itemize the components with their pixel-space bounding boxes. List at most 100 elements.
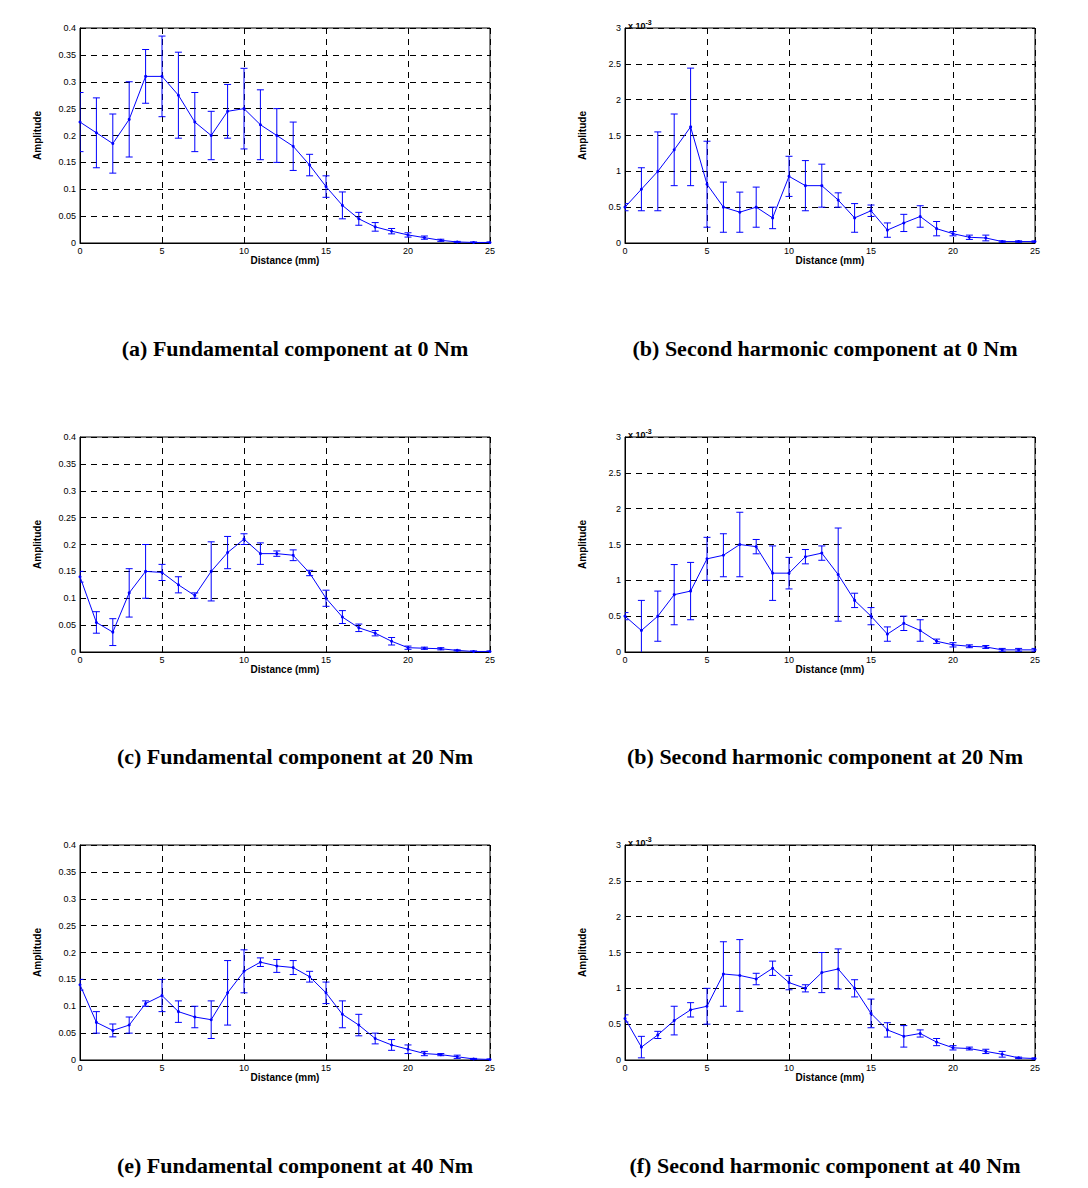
svg-text:Amplitude: Amplitude — [577, 928, 588, 977]
svg-text:1: 1 — [616, 575, 621, 585]
svg-text:10: 10 — [784, 1063, 794, 1073]
svg-text:3: 3 — [616, 432, 621, 442]
svg-text:5: 5 — [704, 655, 709, 665]
svg-text:1.5: 1.5 — [608, 131, 621, 141]
svg-text:10: 10 — [784, 246, 794, 256]
svg-text:0.05: 0.05 — [58, 620, 76, 630]
svg-text:5: 5 — [704, 1063, 709, 1073]
svg-text:0.25: 0.25 — [58, 104, 76, 114]
svg-text:20: 20 — [948, 246, 958, 256]
svg-text:0.1: 0.1 — [63, 184, 76, 194]
svg-text:0.25: 0.25 — [58, 921, 76, 931]
svg-text:0.15: 0.15 — [58, 157, 76, 167]
svg-text:0: 0 — [77, 1063, 82, 1073]
svg-text:Amplitude: Amplitude — [32, 111, 43, 160]
svg-text:0.25: 0.25 — [58, 513, 76, 523]
svg-text:0.35: 0.35 — [58, 459, 76, 469]
svg-text:0.3: 0.3 — [63, 77, 76, 87]
svg-text:Amplitude: Amplitude — [577, 520, 588, 569]
svg-text:0.3: 0.3 — [63, 486, 76, 496]
svg-text:15: 15 — [321, 655, 331, 665]
svg-text:2.5: 2.5 — [608, 468, 621, 478]
svg-text:0: 0 — [71, 647, 76, 657]
svg-text:3: 3 — [616, 23, 621, 33]
svg-text:2: 2 — [616, 95, 621, 105]
svg-text:0.3: 0.3 — [63, 894, 76, 904]
svg-text:(f) Second harmonic component: (f) Second harmonic component at 40 Nm — [629, 1153, 1020, 1178]
svg-text:2.5: 2.5 — [608, 876, 621, 886]
svg-text:1.5: 1.5 — [608, 948, 621, 958]
svg-text:1: 1 — [616, 983, 621, 993]
svg-text:Distance (mm): Distance (mm) — [796, 1072, 865, 1083]
svg-text:15: 15 — [321, 246, 331, 256]
svg-text:10: 10 — [239, 655, 249, 665]
svg-text:20: 20 — [403, 1063, 413, 1073]
svg-text:0: 0 — [77, 246, 82, 256]
svg-text:(a) Fundamental component at 0: (a) Fundamental component at 0 Nm — [122, 336, 469, 361]
svg-text:0: 0 — [622, 246, 627, 256]
svg-text:20: 20 — [403, 655, 413, 665]
svg-text:25: 25 — [485, 1063, 495, 1073]
svg-text:2: 2 — [616, 912, 621, 922]
svg-text:0.5: 0.5 — [608, 202, 621, 212]
svg-text:5: 5 — [704, 246, 709, 256]
svg-text:0.35: 0.35 — [58, 50, 76, 60]
svg-text:0: 0 — [71, 1055, 76, 1065]
svg-text:5: 5 — [159, 1063, 164, 1073]
svg-text:0.2: 0.2 — [63, 540, 76, 550]
svg-text:0: 0 — [622, 1063, 627, 1073]
svg-text:0: 0 — [616, 1055, 621, 1065]
svg-text:0: 0 — [77, 655, 82, 665]
svg-text:(e) Fundamental component at 4: (e) Fundamental component at 40 Nm — [117, 1153, 473, 1178]
svg-text:0.15: 0.15 — [58, 974, 76, 984]
svg-text:5: 5 — [159, 655, 164, 665]
svg-text:25: 25 — [1030, 246, 1040, 256]
svg-text:Amplitude: Amplitude — [577, 111, 588, 160]
svg-text:0.05: 0.05 — [58, 211, 76, 221]
svg-text:x 10: x 10 — [628, 838, 646, 848]
svg-text:1: 1 — [616, 166, 621, 176]
svg-text:15: 15 — [866, 1063, 876, 1073]
svg-text:(b) Second harmonic component: (b) Second harmonic component at 0 Nm — [633, 336, 1018, 361]
svg-text:Distance (mm): Distance (mm) — [796, 664, 865, 675]
svg-text:x 10: x 10 — [628, 21, 646, 31]
svg-text:1.5: 1.5 — [608, 540, 621, 550]
svg-text:x 10: x 10 — [628, 430, 646, 440]
svg-text:25: 25 — [1030, 1063, 1040, 1073]
svg-text:0.5: 0.5 — [608, 611, 621, 621]
svg-text:20: 20 — [948, 1063, 958, 1073]
svg-text:0: 0 — [71, 238, 76, 248]
svg-text:Distance (mm): Distance (mm) — [251, 664, 320, 675]
svg-text:25: 25 — [485, 655, 495, 665]
svg-text:-3: -3 — [646, 428, 652, 435]
svg-text:15: 15 — [866, 655, 876, 665]
svg-text:0.4: 0.4 — [63, 840, 76, 850]
svg-text:-3: -3 — [646, 836, 652, 843]
svg-text:5: 5 — [159, 246, 164, 256]
svg-text:0.5: 0.5 — [608, 1019, 621, 1029]
svg-text:0: 0 — [616, 647, 621, 657]
svg-text:15: 15 — [866, 246, 876, 256]
svg-text:2: 2 — [616, 504, 621, 514]
svg-text:Amplitude: Amplitude — [32, 520, 43, 569]
svg-text:-3: -3 — [646, 19, 652, 26]
svg-text:2.5: 2.5 — [608, 59, 621, 69]
svg-text:0.1: 0.1 — [63, 1001, 76, 1011]
svg-text:0.4: 0.4 — [63, 23, 76, 33]
svg-text:20: 20 — [948, 655, 958, 665]
svg-text:10: 10 — [784, 655, 794, 665]
svg-text:0.1: 0.1 — [63, 593, 76, 603]
svg-text:0.15: 0.15 — [58, 566, 76, 576]
svg-text:0: 0 — [622, 655, 627, 665]
svg-text:0: 0 — [616, 238, 621, 248]
svg-text:0.2: 0.2 — [63, 948, 76, 958]
svg-text:0.2: 0.2 — [63, 131, 76, 141]
svg-text:Distance (mm): Distance (mm) — [796, 255, 865, 266]
svg-text:25: 25 — [485, 246, 495, 256]
svg-text:25: 25 — [1030, 655, 1040, 665]
svg-text:Distance (mm): Distance (mm) — [251, 255, 320, 266]
svg-text:15: 15 — [321, 1063, 331, 1073]
svg-text:10: 10 — [239, 1063, 249, 1073]
svg-text:Distance (mm): Distance (mm) — [251, 1072, 320, 1083]
svg-text:10: 10 — [239, 246, 249, 256]
